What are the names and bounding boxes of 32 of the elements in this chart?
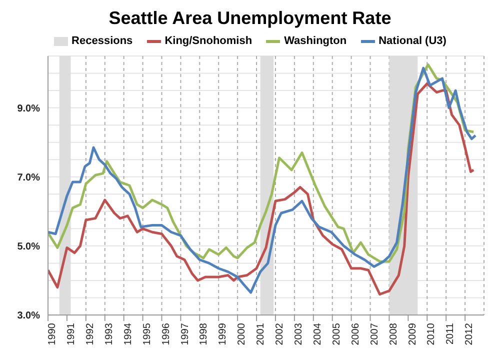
x-tick-label: 2012 xyxy=(464,322,476,346)
x-tick-label: 2001 xyxy=(256,322,267,346)
x-tick-label: 1999 xyxy=(218,322,229,346)
x-tick-label: 2006 xyxy=(350,322,362,346)
x-tick-label: 2005 xyxy=(331,322,342,346)
y-tick-label: 7.0% xyxy=(17,172,40,184)
chart-title: Seattle Area Unemployment Rate xyxy=(108,8,392,30)
y-tick-label: 9.0% xyxy=(17,103,40,114)
x-tick-label: 2010 xyxy=(426,322,438,346)
x-tick-label: 1996 xyxy=(160,322,172,346)
x-tick-label: 1990 xyxy=(47,322,58,346)
x-tick-label: 2008 xyxy=(388,322,400,346)
x-tick-label: 2009 xyxy=(407,322,418,346)
legend-label: King/Snohomish xyxy=(164,35,252,47)
y-tick-label: 3.0% xyxy=(17,310,40,322)
legend-label: Washington xyxy=(283,35,347,47)
x-tick-label: 1995 xyxy=(142,322,153,346)
legend-label: Recessions xyxy=(70,35,133,47)
x-tick-label: 1998 xyxy=(198,322,210,346)
x-tick-label: 2002 xyxy=(274,322,286,346)
x-tick-label: 1992 xyxy=(85,322,96,346)
x-tick-label: 2007 xyxy=(369,322,380,346)
x-tick-label: 2004 xyxy=(312,322,324,346)
x-tick-label: 2000 xyxy=(236,322,248,346)
x-tick-label: 1997 xyxy=(180,322,191,346)
x-tick-label: 1994 xyxy=(122,322,134,346)
legend-label: National (U3) xyxy=(378,35,446,47)
x-tick-label: 2011 xyxy=(445,322,456,345)
y-tick-label: 5.0% xyxy=(17,241,40,252)
x-tick-label: 2003 xyxy=(294,322,305,346)
x-tick-label: 1991 xyxy=(66,322,78,346)
x-tick-label: 1993 xyxy=(104,322,115,346)
